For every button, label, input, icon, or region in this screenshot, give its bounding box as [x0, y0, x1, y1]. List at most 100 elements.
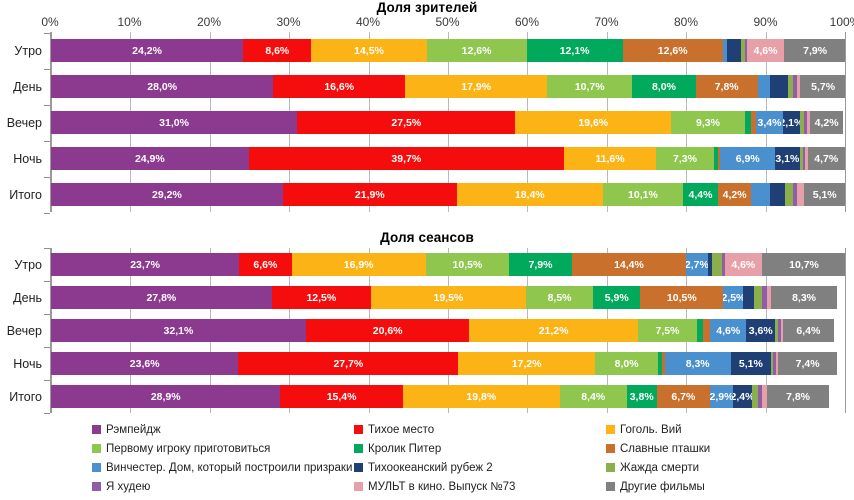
legend-color-swatch	[606, 425, 615, 434]
x-tick-label: 60%	[514, 15, 540, 29]
chart2-category-labels: Утро День Вечер Ночь Итого	[0, 230, 50, 415]
bar-segment: 27,7%	[238, 352, 459, 375]
legend-label: Кролик Питер	[368, 442, 442, 455]
bar-segment: 21,2%	[469, 319, 638, 342]
stacked-bar: 31,0%27,5%19,6%9,3% 3,4%2,1% 4,2%	[51, 111, 845, 134]
legend-item[interactable]: Винчестер. Дом, который построили призра…	[92, 462, 354, 474]
category-tick	[44, 140, 50, 142]
bar-segment	[793, 75, 798, 98]
legend-color-swatch	[92, 444, 101, 453]
x-tick-label: 90%	[753, 15, 778, 29]
legend-label: Жажда смерти	[620, 461, 700, 474]
bar-segment	[702, 319, 710, 342]
bar-segment	[658, 352, 662, 375]
bar-segment: 2,9%	[709, 385, 733, 408]
bar-segment	[775, 319, 779, 342]
bar-segment: 9,3%	[671, 111, 745, 134]
bar-segment	[778, 319, 781, 342]
chart2-bars: 23,7% 6,6% 16,9% 10,5% 7,9% 14,4% 2,7% 4,6% 10,7…	[51, 248, 845, 413]
category-tick	[44, 32, 50, 34]
bar-segment: 16,9%	[291, 253, 426, 276]
legend-color-swatch	[354, 482, 363, 491]
chart1-x-axis: 0% 10% 20% 30% 40% 50% 60% 70% 80% 90% 100%	[41, 15, 854, 29]
legend-color-swatch	[92, 463, 101, 472]
legend-label: Винчестер. Дом, который построили призра…	[106, 461, 353, 474]
bar-row: 32,1% 20,6% 21,2% 7,5% 4,6% 3,6% 6,4%	[51, 319, 845, 342]
bar-segment: 2,7%	[686, 253, 708, 276]
bar-segment	[717, 147, 721, 170]
bar-segment: 24,2%	[51, 39, 244, 62]
legend-item[interactable]: Славные пташки	[606, 443, 844, 455]
bar-segment: 2,5%	[723, 286, 744, 309]
bar-segment: 12,6%	[622, 39, 723, 62]
bar-segment: 5,9%	[593, 286, 641, 309]
bar-segment: 24,9%	[51, 147, 249, 170]
category-tick	[44, 68, 50, 70]
bar-segment: 23,7%	[51, 253, 240, 276]
bar-segment: 31,0%	[51, 111, 298, 134]
bar-segment	[806, 111, 810, 134]
bar-row: 23,7% 6,6% 16,9% 10,5% 7,9% 14,4% 2,7% 4,6% 10,7…	[51, 253, 845, 276]
legend-label: Гоголь. Вий	[620, 423, 682, 436]
bar-segment: 28,9%	[51, 385, 281, 408]
category-tick	[44, 413, 50, 414]
stacked-bar: 27,8%12,5%19,5%8,5%5,9%10,5%2,5% 8,3%	[51, 286, 845, 309]
legend-label: Тихое место	[368, 423, 435, 436]
legend-item[interactable]: Гоголь. Вий	[606, 424, 844, 436]
bar-segment: 5,1%	[804, 183, 845, 206]
bar-segment	[722, 39, 728, 62]
chart1-plot-area: 24,2% 8,6% 14,5% 12,6% 12,1% 12,6% 4,6% 7,9% 28,…	[50, 32, 846, 212]
category-tick	[44, 212, 50, 214]
bar-row: 24,9% 39,7% 11,6% 7,3% 6,9% 3,1% 4,7%	[51, 147, 845, 170]
bar-segment	[773, 352, 776, 375]
bar-segment: 27,8%	[51, 286, 272, 309]
stacked-bar: 28,0% 16,6% 17,9% 10,7% 8,0% 7,8% 5,7%	[51, 75, 845, 98]
bar-segment: 11,6%	[563, 147, 656, 170]
bar-segment	[775, 352, 779, 375]
bar-segment	[797, 183, 805, 206]
stacked-bar: 23,7% 6,6% 16,9% 10,5% 7,9% 14,4% 2,7% 4,6% 10,7…	[51, 253, 845, 276]
category-label: День	[13, 79, 42, 94]
legend-item[interactable]: Я худею	[92, 481, 354, 493]
bar-segment: 27,5%	[297, 111, 516, 134]
bar-segment: 4,6%	[747, 39, 784, 62]
legend-item[interactable]: МУЛЬТ в кино. Выпуск №73	[354, 481, 606, 493]
category-label: Вечер	[6, 323, 42, 338]
legend-item[interactable]: Кролик Питер	[354, 443, 606, 455]
category-label: Итого	[9, 389, 42, 404]
legend-color-swatch	[354, 463, 363, 472]
bar-row: 31,0%27,5%19,6%9,3% 3,4%2,1% 4,2%	[51, 111, 845, 134]
legend-item[interactable]: Жажда смерти	[606, 462, 844, 474]
legend-item[interactable]: Тихоокеанский рубеж 2	[354, 462, 606, 474]
legend-item[interactable]: Первому игроку приготовиться	[92, 443, 354, 455]
bar-segment: 12,1%	[526, 39, 623, 62]
bar-segment: 20,6%	[305, 319, 470, 342]
bar-segment: 5,1%	[730, 352, 772, 375]
bar-segment	[762, 385, 768, 408]
gridline	[845, 248, 846, 413]
category-label: Ночь	[13, 356, 42, 371]
bar-segment: 14,4%	[571, 253, 687, 276]
bar-segment: 4,6%	[709, 319, 747, 342]
bar-segment	[721, 253, 726, 276]
bar-segment	[740, 39, 745, 62]
bar-segment: 8,3%	[771, 286, 837, 309]
bar-segment	[713, 147, 718, 170]
legend-item[interactable]: Тихое место	[354, 424, 606, 436]
category-label: Утро	[14, 43, 42, 58]
bar-segment: 6,9%	[720, 147, 776, 170]
legend-item[interactable]: Рэмпейдж	[92, 424, 354, 436]
bar-segment: 7,9%	[783, 39, 845, 62]
bar-segment: 23,6%	[51, 352, 239, 375]
legend-item[interactable]: Другие фильмы	[606, 481, 844, 493]
bar-segment: 4,6%	[725, 253, 762, 276]
x-tick-label: 80%	[673, 15, 699, 29]
legend-label: Тихоокеанский рубеж 2	[368, 461, 493, 474]
category-label: Утро	[14, 257, 42, 272]
bar-segment	[707, 253, 712, 276]
bar-segment	[799, 147, 803, 170]
bar-segment	[752, 385, 759, 408]
bar-segment: 10,1%	[602, 183, 683, 206]
legend-label: Я худею	[106, 480, 151, 493]
bar-segment: 10,7%	[761, 253, 845, 276]
